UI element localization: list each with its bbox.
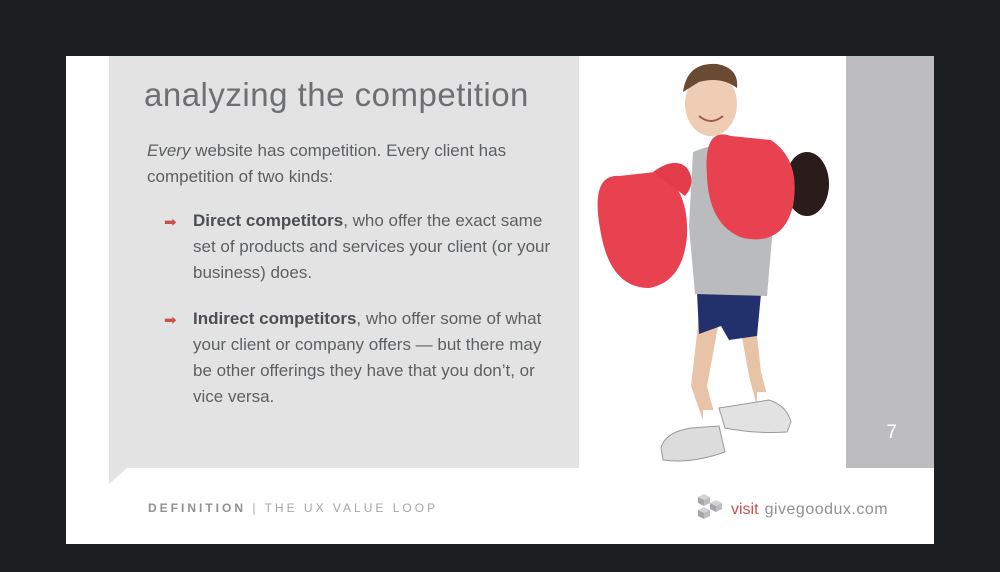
- right-arrow-icon: ➡: [164, 214, 177, 231]
- bullet-text: , who offer the exact same set of produc…: [193, 211, 551, 282]
- bullet-item: ➡ Indirect competitors, who offer some o…: [164, 306, 559, 410]
- panel-tail: [109, 468, 127, 484]
- side-bar: 7: [846, 56, 934, 468]
- bullet-bold: Direct competitors: [193, 211, 344, 230]
- website-domain[interactable]: givegoodux.com: [764, 500, 889, 518]
- bullet-text: , who offer some of what your client or …: [193, 309, 542, 406]
- right-arrow-icon: ➡: [164, 312, 177, 329]
- intro-text: Every website has competition. Every cli…: [147, 138, 547, 190]
- content-panel: [109, 56, 579, 468]
- footer-section: DEFINITION: [148, 501, 246, 515]
- cube-logo-icon: [697, 493, 723, 526]
- page-number: 7: [886, 422, 897, 443]
- intro-rest: website has competition. Every client ha…: [147, 141, 507, 186]
- bullet-list: ➡ Direct competitors, who offer the exac…: [164, 208, 559, 430]
- footer-book-title: THE UX VALUE LOOP: [264, 501, 439, 515]
- footer-separator: |: [252, 501, 259, 515]
- footer-website[interactable]: visit givegoodux.com: [697, 493, 888, 526]
- visit-label: visit: [731, 500, 759, 518]
- boy-boxing-photo: [579, 56, 846, 468]
- bullet-item: ➡ Direct competitors, who offer the exac…: [164, 208, 559, 286]
- slide: analyzing the competition Every website …: [66, 56, 934, 544]
- intro-emphasis: Every: [147, 141, 191, 160]
- slide-title: analyzing the competition: [144, 76, 529, 113]
- footer-breadcrumb: DEFINITION | THE UX VALUE LOOP: [148, 501, 438, 515]
- bullet-bold: Indirect competitors: [193, 309, 357, 328]
- boy-boxing-illustration: [597, 63, 829, 462]
